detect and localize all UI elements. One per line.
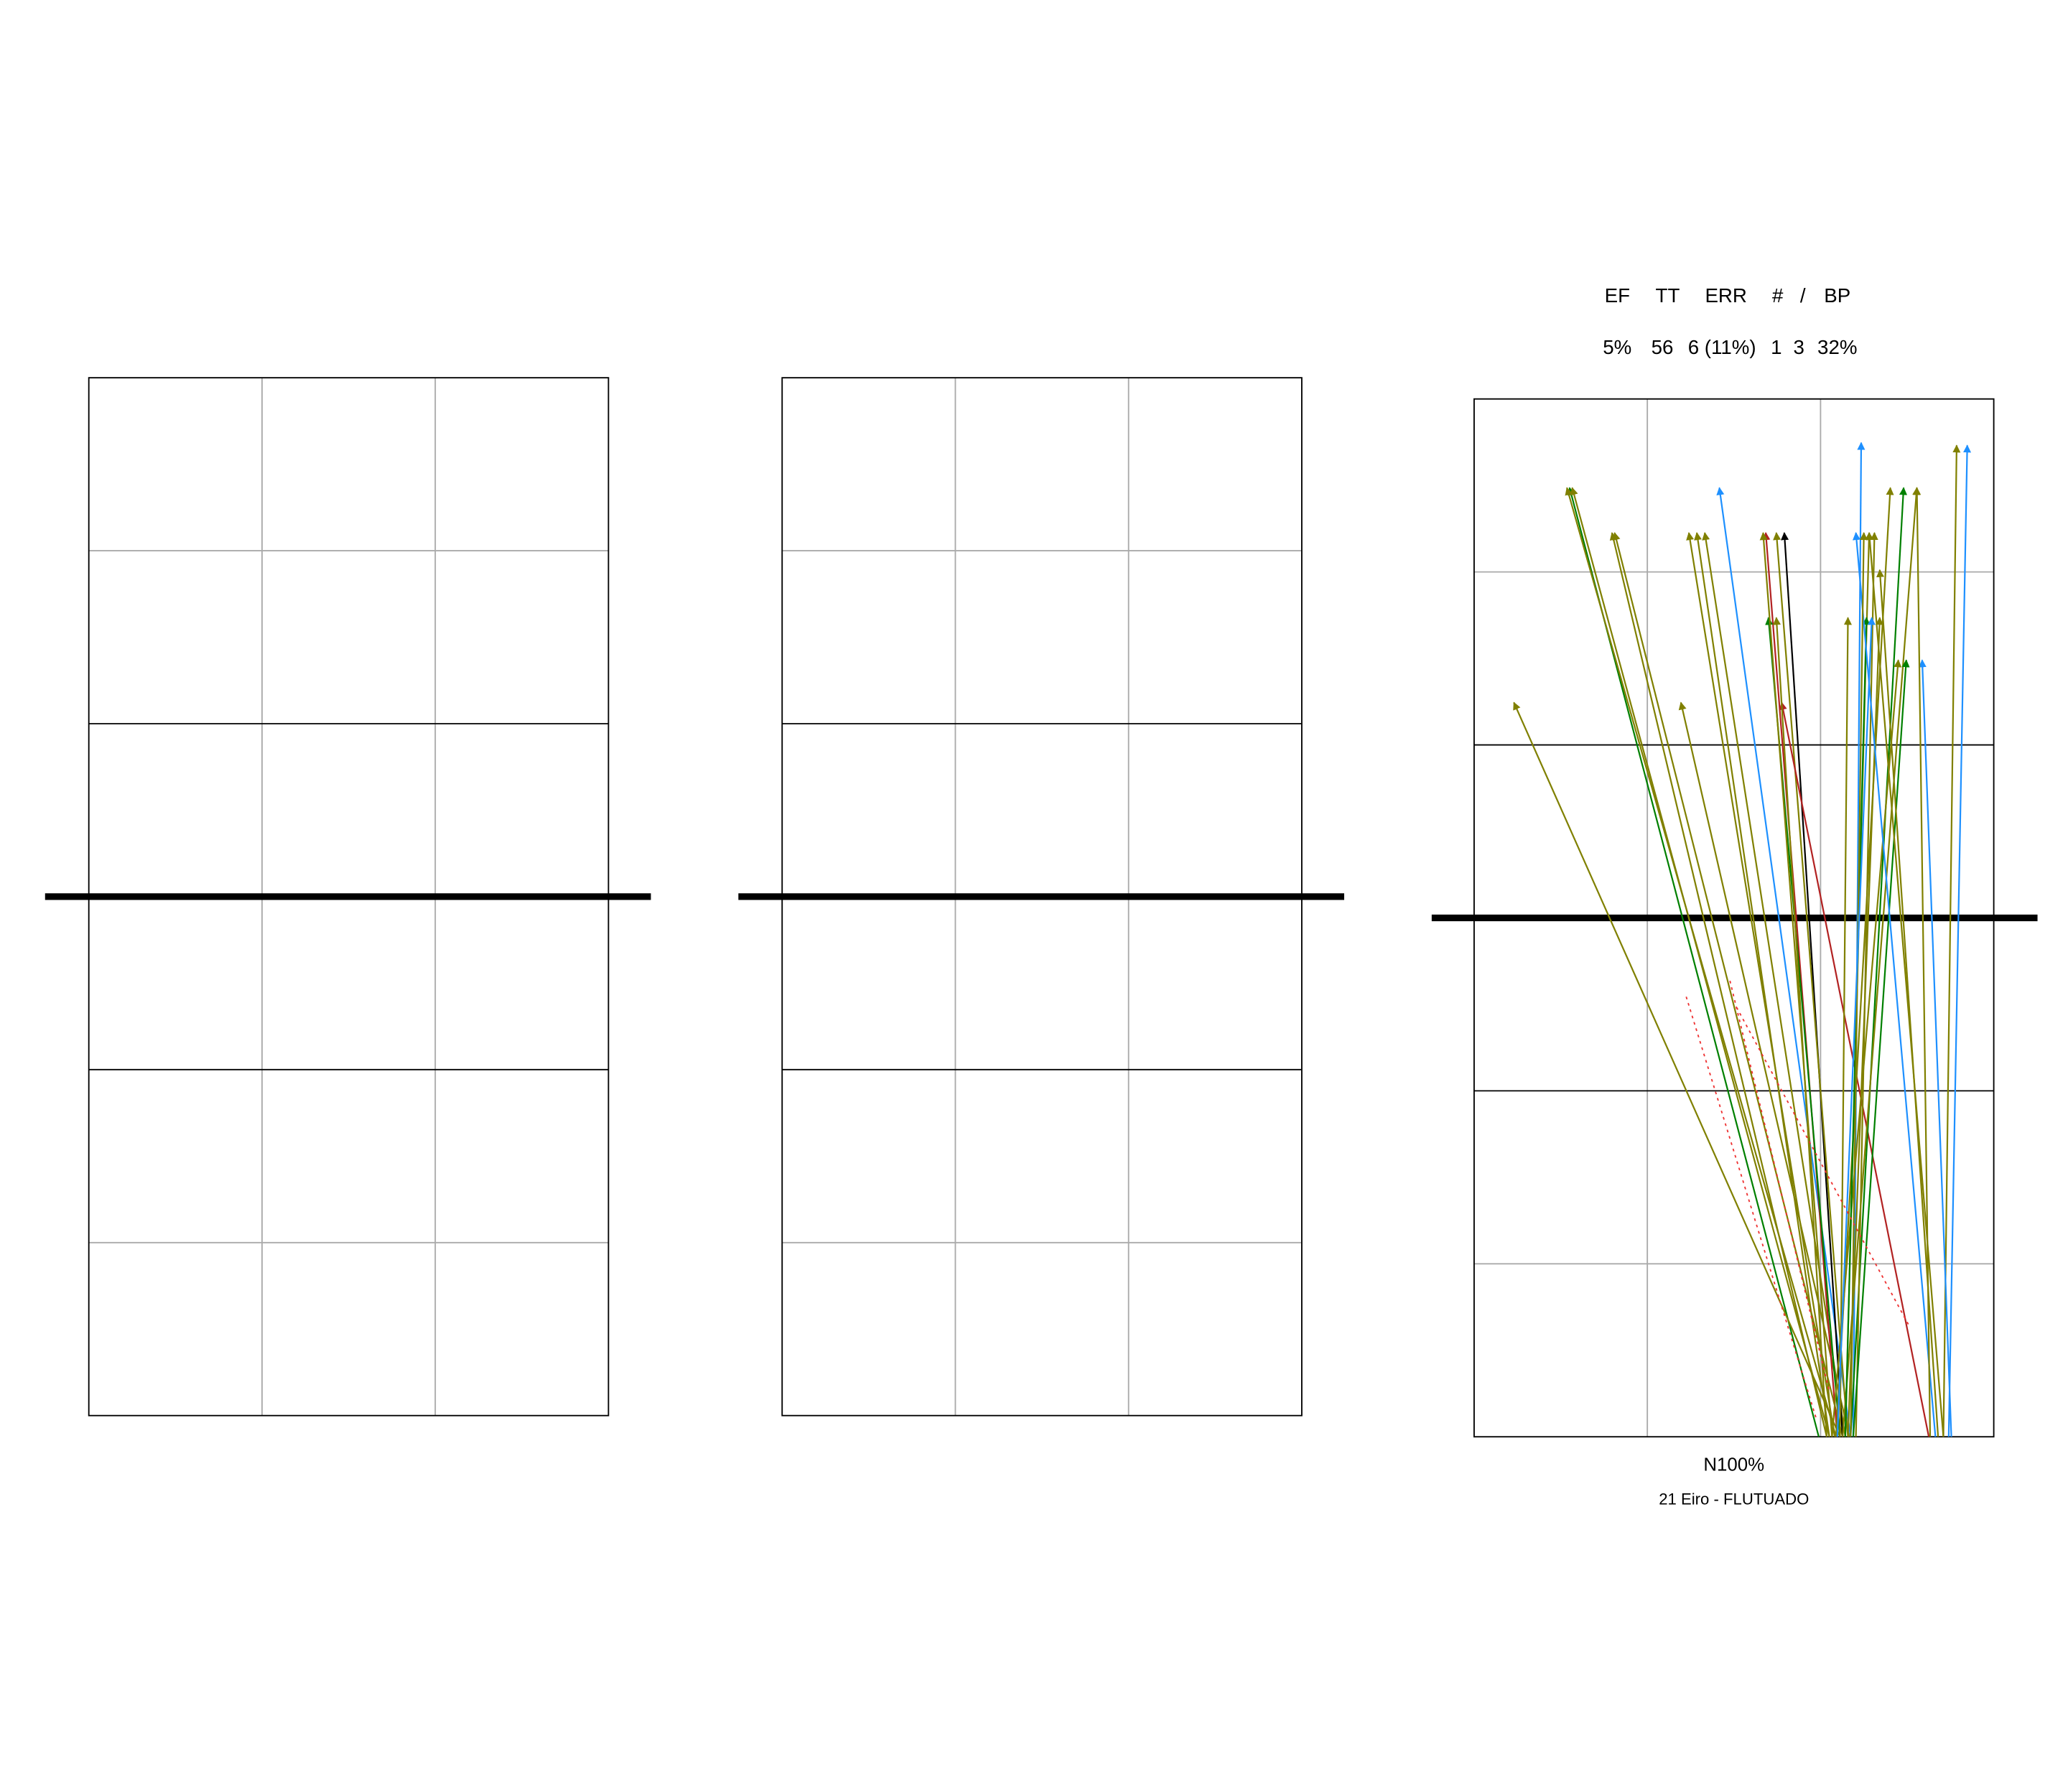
trajectory [1876, 569, 1939, 1437]
trajectory [1702, 532, 1846, 1437]
stat-value: 1 [1771, 336, 1781, 358]
trajectory [1866, 532, 1944, 1437]
stat-value: 56 [1652, 336, 1674, 358]
trajectory [1850, 532, 1868, 1437]
trajectory [1694, 532, 1830, 1437]
trajectory [1852, 659, 1910, 1437]
error-trajectory [1729, 980, 1830, 1392]
trajectory [1839, 617, 1852, 1437]
zone-label: N100% [1703, 1455, 1764, 1475]
trajectory [1686, 532, 1836, 1437]
stat-header: TT [1656, 284, 1680, 307]
trajectory [1842, 487, 1921, 1437]
trajectory [1759, 532, 1833, 1437]
trajectory [1836, 617, 1876, 1437]
stat-header: # [1772, 284, 1784, 307]
error-trajectory [1685, 997, 1817, 1419]
trajectory [1918, 659, 1952, 1437]
stat-value: 32% [1817, 336, 1857, 358]
trajectory [1762, 532, 1838, 1437]
stats: EF TT ERR # / BP 5% 56 6 (11%) 1 3 32% [1603, 284, 1857, 358]
serve-trajectories [1513, 442, 1972, 1437]
stat-value: 3 [1794, 336, 1804, 358]
stat-header: EF [1605, 284, 1630, 307]
trajectory [1565, 487, 1837, 1437]
trajectory [1609, 532, 1828, 1437]
stat-header: / [1800, 284, 1806, 307]
courts [45, 377, 2038, 1438]
trajectory [1781, 532, 1844, 1437]
player-label: 21 Eiro - FLUTUADO [1659, 1490, 1809, 1508]
trajectory [1678, 701, 1850, 1437]
error-trajectory [1736, 1007, 1910, 1326]
trajectory [1513, 701, 1841, 1437]
trajectory [1947, 444, 1972, 1437]
trajectory [1612, 532, 1844, 1437]
stat-value: 6 (11%) [1688, 336, 1756, 358]
stat-header: ERR [1705, 284, 1746, 307]
trajectory [1716, 487, 1852, 1437]
stat-value: 5% [1603, 336, 1631, 358]
trajectory [1773, 532, 1849, 1437]
stat-header: BP [1824, 284, 1850, 307]
